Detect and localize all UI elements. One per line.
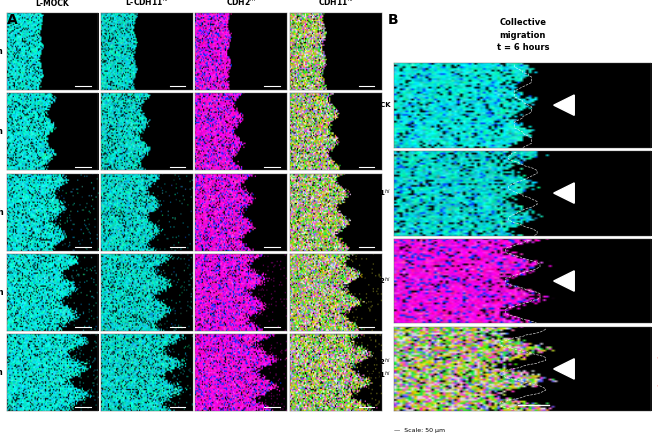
Text: 6h: 6h bbox=[0, 127, 3, 136]
Text: CDH2$^{hi}$: CDH2$^{hi}$ bbox=[363, 275, 391, 287]
Text: CDH2$^{hi}$
CDH11$^{hi}$: CDH2$^{hi}$ CDH11$^{hi}$ bbox=[358, 357, 391, 381]
Polygon shape bbox=[553, 359, 574, 379]
Text: CDH11$^{hi}$: CDH11$^{hi}$ bbox=[358, 187, 391, 199]
Text: 12h: 12h bbox=[0, 208, 3, 216]
Polygon shape bbox=[553, 271, 574, 291]
Text: 0h: 0h bbox=[0, 47, 3, 56]
Text: L-CDH11$^{hi}$: L-CDH11$^{hi}$ bbox=[125, 0, 169, 8]
Polygon shape bbox=[553, 95, 574, 115]
Polygon shape bbox=[553, 183, 574, 203]
Text: B: B bbox=[388, 13, 398, 27]
Text: L-MOCK: L-MOCK bbox=[36, 0, 69, 8]
Text: —  Scale: 50 μm: — Scale: 50 μm bbox=[394, 428, 445, 433]
Text: CDH2$^{hi}$
CDH11$^{hi}$: CDH2$^{hi}$ CDH11$^{hi}$ bbox=[318, 0, 354, 8]
Text: CDH2$^{hi}$: CDH2$^{hi}$ bbox=[226, 0, 257, 8]
Text: L-MOCK: L-MOCK bbox=[361, 102, 391, 108]
Text: A: A bbox=[7, 13, 17, 27]
Text: Collective
migration
t = 6 hours: Collective migration t = 6 hours bbox=[497, 18, 549, 52]
Text: 24h: 24h bbox=[0, 368, 3, 377]
Text: 18h: 18h bbox=[0, 288, 3, 297]
